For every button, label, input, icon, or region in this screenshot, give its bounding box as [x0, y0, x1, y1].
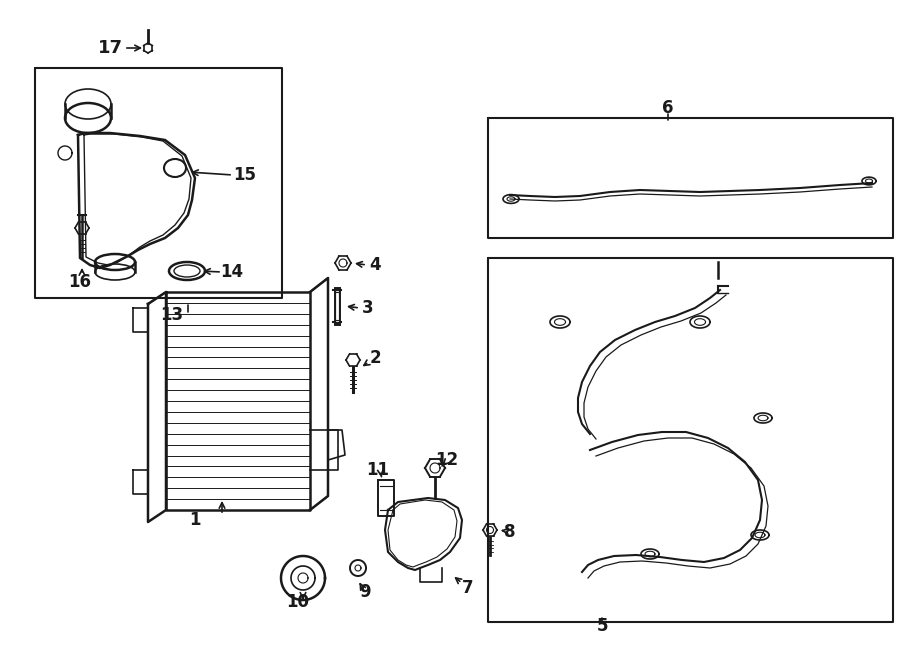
Text: 17: 17: [97, 39, 122, 57]
Text: 12: 12: [436, 451, 459, 469]
Text: 14: 14: [220, 263, 244, 281]
Text: 7: 7: [463, 579, 473, 597]
Text: 4: 4: [369, 256, 381, 274]
Text: 16: 16: [68, 273, 92, 291]
Text: 13: 13: [160, 306, 184, 324]
Text: 3: 3: [362, 299, 374, 317]
Text: 9: 9: [359, 583, 371, 601]
Text: 10: 10: [286, 593, 310, 611]
Text: 5: 5: [596, 617, 608, 635]
Text: 15: 15: [233, 166, 256, 184]
Text: 8: 8: [504, 523, 516, 541]
Text: 2: 2: [369, 349, 381, 367]
Text: 11: 11: [366, 461, 390, 479]
Text: 1: 1: [189, 511, 201, 529]
Text: 6: 6: [662, 99, 674, 117]
